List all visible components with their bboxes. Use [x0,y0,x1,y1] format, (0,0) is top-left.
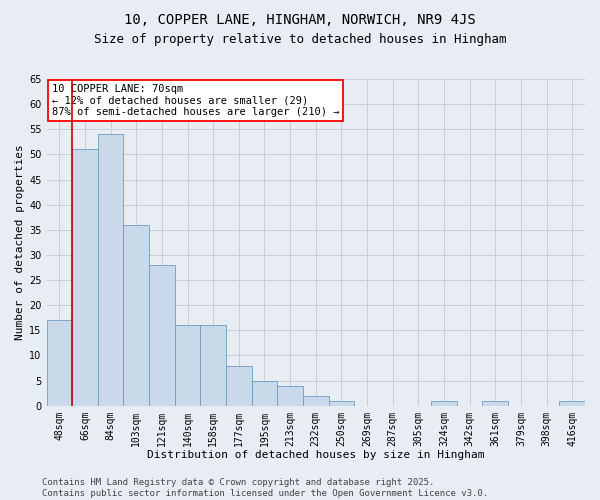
Bar [431,400,457,406]
Bar [559,400,585,406]
Bar [124,225,149,406]
Bar [47,320,72,406]
Bar [72,150,98,406]
Text: Size of property relative to detached houses in Hingham: Size of property relative to detached ho… [94,32,506,46]
X-axis label: Distribution of detached houses by size in Hingham: Distribution of detached houses by size … [147,450,485,460]
Text: 10 COPPER LANE: 70sqm
← 12% of detached houses are smaller (29)
87% of semi-deta: 10 COPPER LANE: 70sqm ← 12% of detached … [52,84,340,117]
Bar [482,400,508,406]
Bar [149,265,175,406]
Bar [226,366,251,406]
Bar [200,326,226,406]
Bar [277,386,303,406]
Y-axis label: Number of detached properties: Number of detached properties [15,144,25,340]
Bar [303,396,329,406]
Bar [98,134,124,406]
Bar [329,400,354,406]
Bar [251,380,277,406]
Text: Contains HM Land Registry data © Crown copyright and database right 2025.
Contai: Contains HM Land Registry data © Crown c… [42,478,488,498]
Bar [175,326,200,406]
Text: 10, COPPER LANE, HINGHAM, NORWICH, NR9 4JS: 10, COPPER LANE, HINGHAM, NORWICH, NR9 4… [124,12,476,26]
